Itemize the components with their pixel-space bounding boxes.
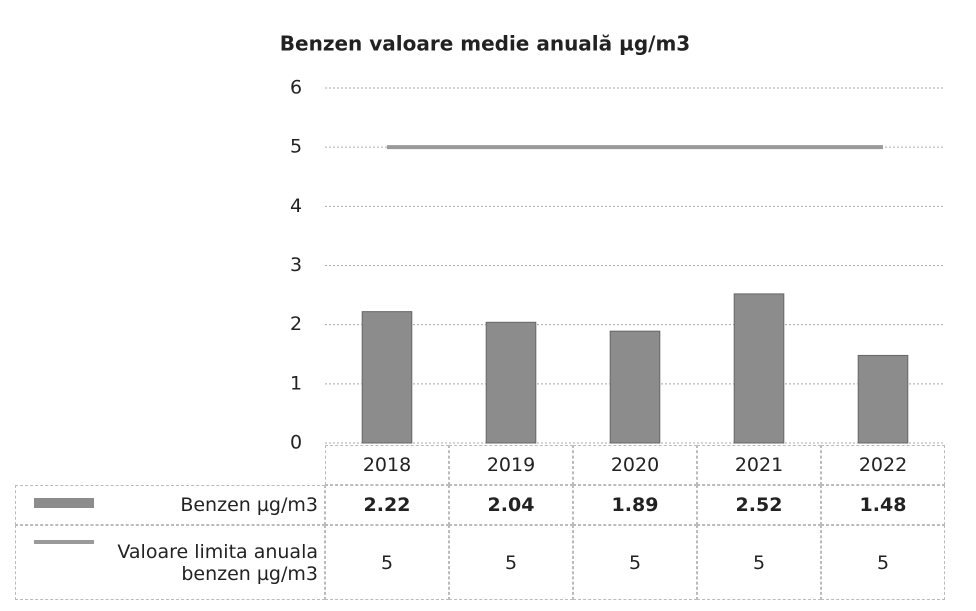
legend-label: Valoare limita anuala benzen µg/m3 xyxy=(15,525,325,600)
bar xyxy=(857,354,909,444)
y-tick-label: 2 xyxy=(290,313,302,335)
bar xyxy=(733,293,785,444)
y-tick-label: 5 xyxy=(290,136,302,158)
data-cell: 5 xyxy=(821,525,945,600)
chart-title: Benzen valoare medie anuală µg/m3 xyxy=(280,32,690,56)
data-cell: 5 xyxy=(449,525,573,600)
x-tick-label: 2019 xyxy=(449,445,573,485)
data-cell: 2.04 xyxy=(449,485,573,525)
bar xyxy=(361,311,413,444)
legend-label: Benzen µg/m3 xyxy=(15,485,325,525)
y-tick-label: 1 xyxy=(290,372,302,394)
data-cell: 2.22 xyxy=(325,485,449,525)
y-tick-label: 4 xyxy=(290,195,302,217)
data-cell: 1.48 xyxy=(821,485,945,525)
bar xyxy=(485,321,537,444)
x-tick-label: 2021 xyxy=(697,445,821,485)
data-cell: 5 xyxy=(697,525,821,600)
bar xyxy=(609,330,661,444)
x-tick-label: 2018 xyxy=(325,445,449,485)
legend-swatch xyxy=(34,498,94,508)
x-tick-label: 2022 xyxy=(821,445,945,485)
data-cell: 5 xyxy=(573,525,697,600)
y-tick-label: 0 xyxy=(290,432,302,454)
legend-swatch xyxy=(34,540,94,544)
y-tick-label: 3 xyxy=(290,254,302,276)
x-tick-label: 2020 xyxy=(573,445,697,485)
data-cell: 5 xyxy=(325,525,449,600)
data-cell: 1.89 xyxy=(573,485,697,525)
data-cell: 2.52 xyxy=(697,485,821,525)
y-tick-label: 6 xyxy=(290,77,302,99)
